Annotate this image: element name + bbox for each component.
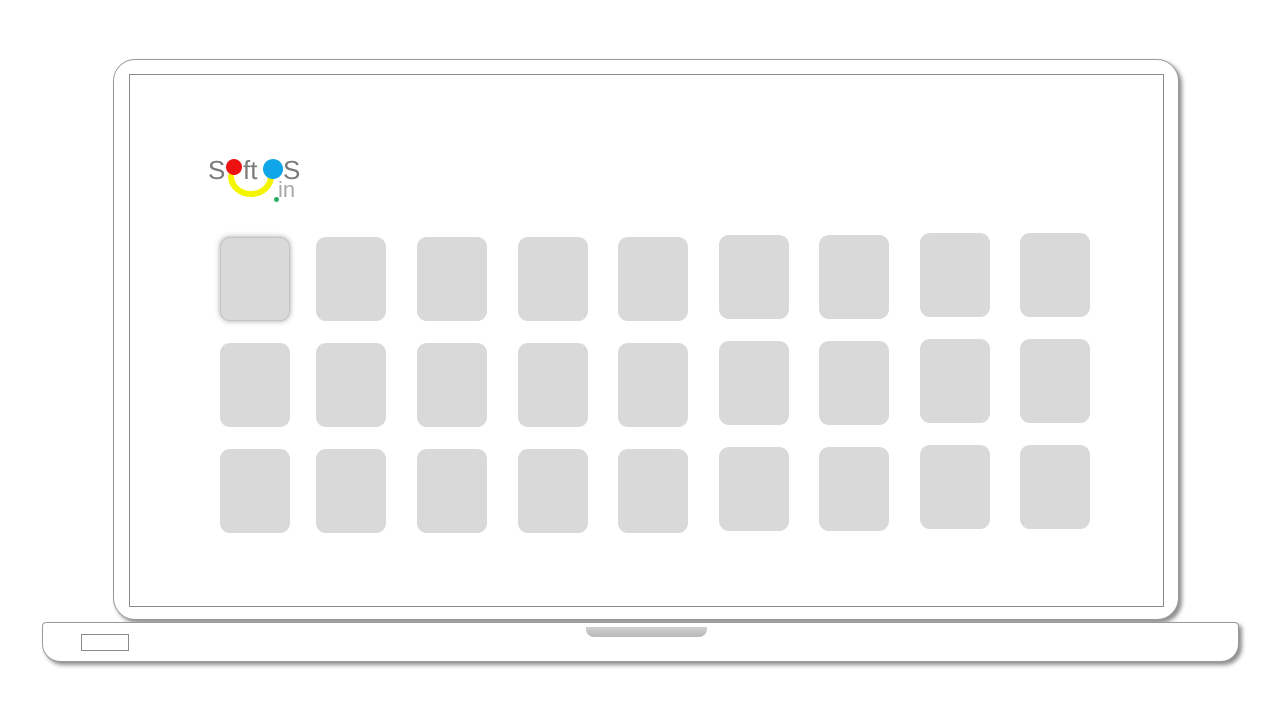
blue-dot-icon	[263, 159, 283, 179]
app-tile[interactable]	[316, 237, 386, 321]
app-tile[interactable]	[316, 343, 386, 427]
app-tile[interactable]	[618, 343, 688, 427]
green-dot-icon	[274, 197, 279, 202]
app-tile[interactable]	[719, 447, 789, 531]
softos-logo: S ft S in	[208, 152, 308, 208]
app-tile[interactable]	[1020, 445, 1090, 529]
laptop-notch	[586, 627, 707, 637]
logo-letter-s: S	[208, 155, 226, 185]
app-tile[interactable]	[920, 445, 990, 529]
logo-domain-suffix: in	[278, 177, 296, 202]
app-tile[interactable]	[618, 449, 688, 533]
app-tile[interactable]	[316, 449, 386, 533]
app-tile[interactable]	[719, 341, 789, 425]
app-tile[interactable]	[819, 235, 889, 319]
app-tile[interactable]	[618, 237, 688, 321]
app-tile[interactable]	[819, 341, 889, 425]
logo-letters-ft: ft	[243, 155, 258, 185]
red-dot-icon	[226, 159, 242, 175]
app-tile[interactable]	[920, 233, 990, 317]
app-tile[interactable]	[417, 343, 487, 427]
app-tile[interactable]	[220, 237, 290, 321]
logo-letter-s2: S	[283, 155, 301, 185]
app-tile[interactable]	[518, 449, 588, 533]
app-tile[interactable]	[1020, 339, 1090, 423]
app-tile[interactable]	[220, 343, 290, 427]
app-tile[interactable]	[719, 235, 789, 319]
app-tile[interactable]	[518, 343, 588, 427]
app-tile[interactable]	[417, 237, 487, 321]
logo-wordmark: S ft S	[208, 155, 300, 305]
laptop-port	[81, 634, 129, 651]
app-tile[interactable]	[417, 449, 487, 533]
app-tile[interactable]	[220, 449, 290, 533]
app-tile[interactable]	[920, 339, 990, 423]
app-tile[interactable]	[819, 447, 889, 531]
app-tile[interactable]	[1020, 233, 1090, 317]
smile-icon	[228, 173, 274, 197]
app-tile[interactable]	[518, 237, 588, 321]
